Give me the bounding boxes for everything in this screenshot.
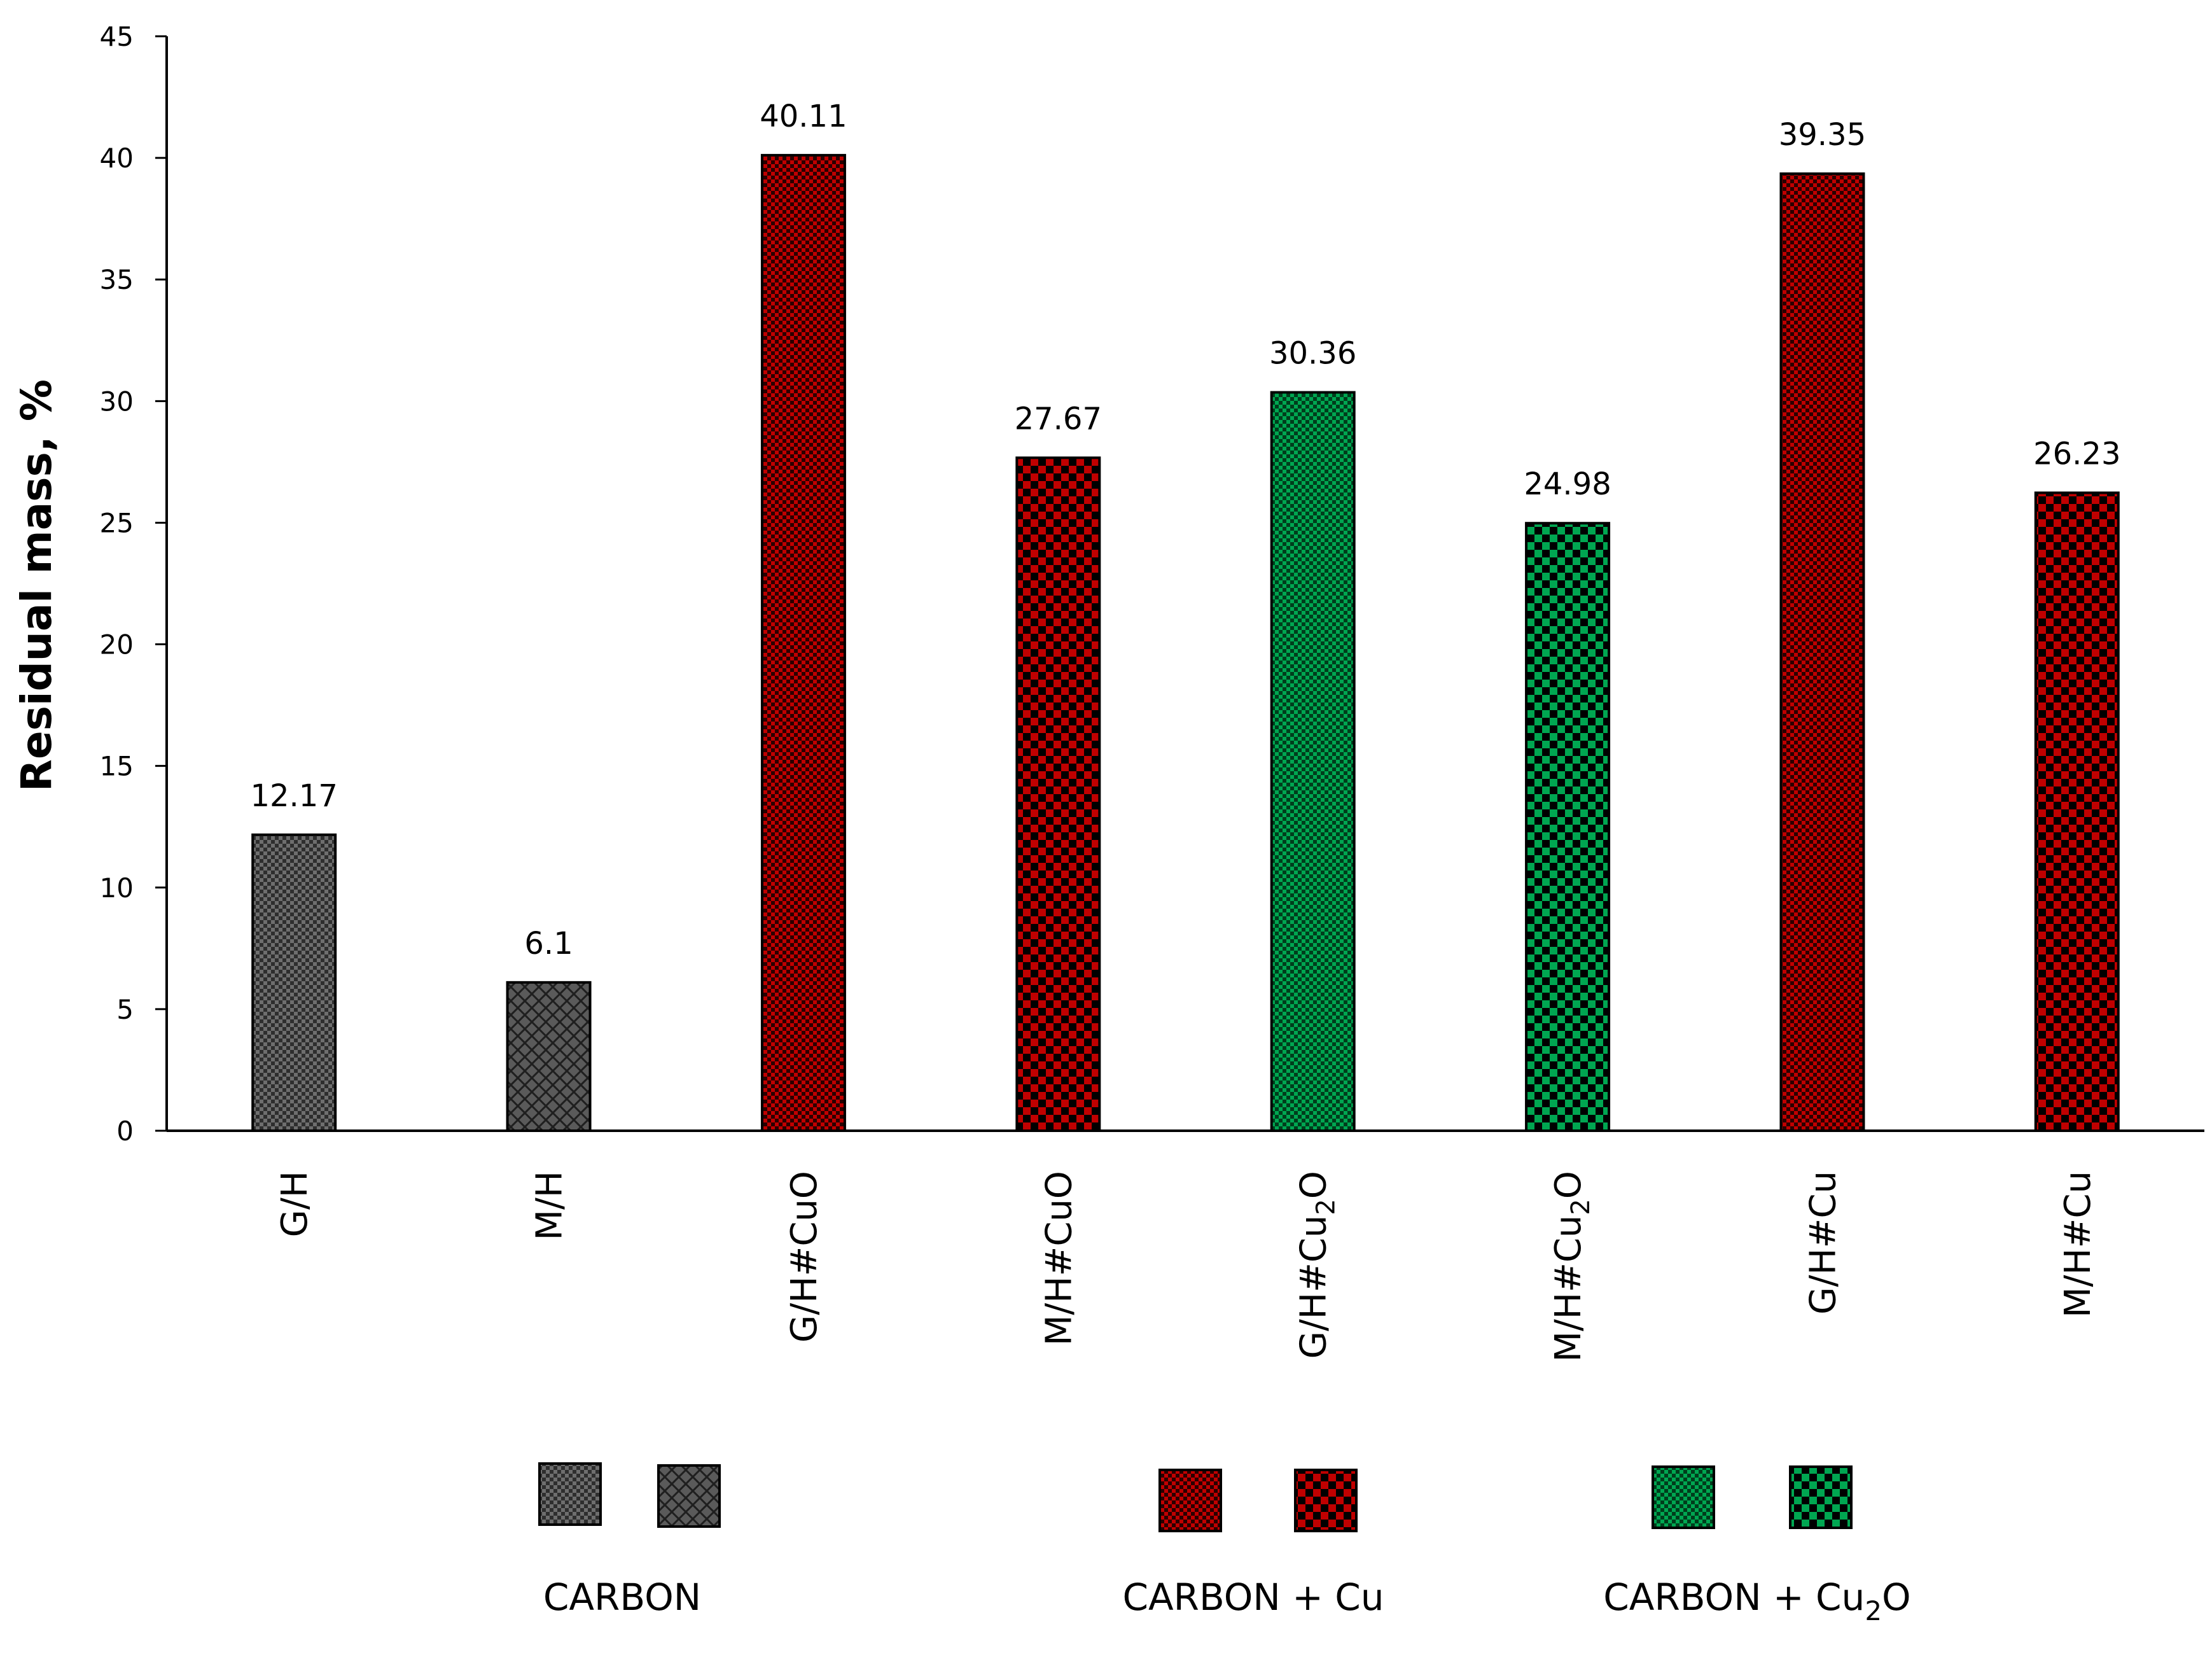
bar-value-label: 27.67 [1015, 401, 1102, 437]
y-tick-label: 45 [100, 21, 134, 52]
legend-group: CARBON + Cu2O [1603, 1465, 1911, 1626]
value-labels: 12.17 6.1 40.11 27.67 30.36 24.98 39.35 26.23 [250, 99, 2120, 961]
legend-label: CARBON + Cu [1122, 1576, 1384, 1619]
bar-value-label: 12.17 [250, 778, 337, 814]
bar [760, 153, 846, 1133]
legend-group: CARBON [538, 1462, 721, 1619]
legend-swatch [538, 1462, 602, 1526]
bar [1525, 522, 1611, 1132]
y-tick-label: 0 [116, 1115, 134, 1147]
x-tick-label: M/H#Cu2O [1548, 1171, 1596, 1362]
legend: CARBON CARBON + Cu CARBON + Cu2O [538, 1462, 1911, 1626]
legend-swatch [1158, 1469, 1222, 1532]
bar [2034, 491, 2120, 1132]
y-tick-label: 15 [100, 751, 134, 782]
y-axis-ticks: 0 5 10 15 20 25 30 35 40 45 [100, 21, 167, 1147]
bar-value-label: 6.1 [524, 926, 573, 961]
x-tick-label: G/H#CuO [784, 1171, 825, 1343]
legend-label: CARBON [543, 1576, 701, 1619]
bar [1270, 391, 1356, 1132]
y-tick-label: 10 [100, 872, 134, 904]
bar-value-label: 39.35 [1779, 117, 1866, 153]
x-tick-label: G/H#Cu [1802, 1171, 1844, 1315]
y-tick-label: 35 [100, 264, 134, 295]
bar-value-label: 40.11 [760, 99, 847, 134]
legend-swatch [1789, 1465, 1853, 1529]
y-tick-label: 30 [100, 386, 134, 417]
bar-value-label: 24.98 [1524, 466, 1611, 502]
legend-swatch [1652, 1465, 1715, 1529]
legend-swatch [657, 1464, 721, 1528]
x-tick-label: M/H [529, 1171, 571, 1240]
y-axis-label: Residual mass, % [12, 379, 61, 792]
x-tick-label: M/H#Cu [2057, 1171, 2099, 1318]
x-tick-label: M/H#CuO [1038, 1171, 1080, 1346]
bar [251, 833, 337, 1133]
legend-group: CARBON + Cu [1122, 1469, 1384, 1619]
bar-value-label: 26.23 [2033, 436, 2120, 472]
bar-value-label: 30.36 [1269, 336, 1356, 372]
x-tick-label: G/H#Cu2O [1293, 1171, 1341, 1359]
bar [506, 981, 592, 1133]
bar [1779, 172, 1865, 1132]
y-tick-label: 25 [100, 507, 134, 538]
y-tick-label: 20 [100, 629, 134, 661]
x-tick-label: G/H [274, 1171, 316, 1237]
legend-swatch [1294, 1469, 1358, 1532]
category-labels: G/H M/H G/H#CuO M/H#CuO G/H#Cu2O M/H#Cu2O G/H#… [274, 1171, 2099, 1362]
y-tick-label: 5 [116, 994, 134, 1025]
legend-label: CARBON + Cu2O [1603, 1576, 1910, 1626]
bars [251, 153, 2120, 1133]
y-tick-label: 40 [100, 143, 134, 174]
bar [1015, 456, 1101, 1132]
